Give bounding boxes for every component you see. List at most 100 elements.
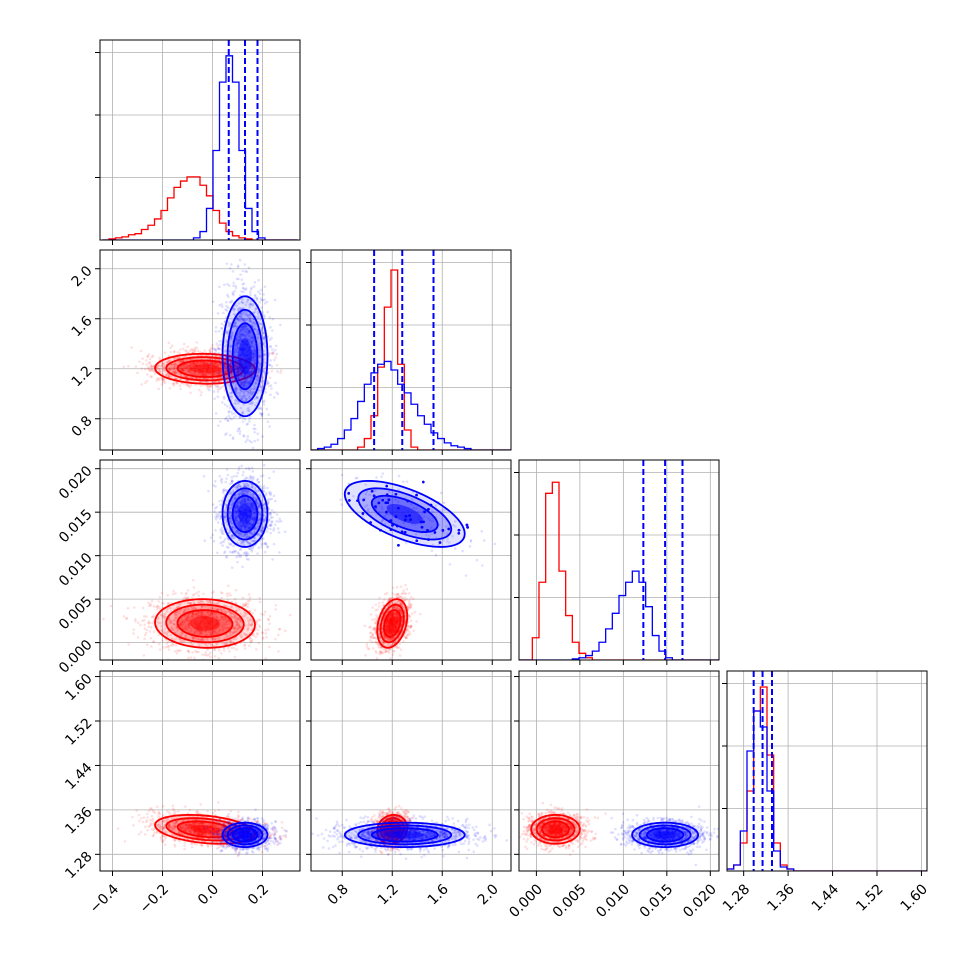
scatter-point	[136, 372, 139, 375]
scatter-point	[262, 293, 265, 296]
scatter-point	[140, 350, 143, 353]
scatter-point	[252, 447, 255, 450]
scatter-point	[191, 663, 194, 666]
scatter-point	[197, 349, 200, 352]
scatter-point	[262, 401, 265, 404]
scatter-point	[138, 360, 141, 363]
scatter-point	[187, 657, 190, 660]
scatter-point	[171, 344, 174, 347]
scatter-point	[211, 344, 214, 347]
scatter-point	[267, 382, 270, 385]
scatter-point	[151, 622, 154, 625]
scatter-point	[258, 301, 261, 304]
scatter-point	[142, 607, 145, 610]
scatter-point	[211, 347, 214, 350]
scatter-point	[200, 391, 203, 394]
scatter-point	[244, 647, 247, 650]
scatter-point	[191, 651, 194, 654]
scatter-point	[253, 427, 256, 430]
scatter-point	[232, 284, 235, 287]
scatter-point	[245, 287, 248, 290]
scatter-point	[260, 613, 263, 616]
scatter-point	[172, 593, 175, 596]
scatter-point	[144, 368, 147, 371]
scatter-point	[157, 600, 160, 603]
scatter-point	[258, 624, 261, 627]
scatter-point	[251, 466, 254, 469]
scatter-point	[220, 652, 223, 655]
scatter-point	[195, 341, 198, 344]
scatter-point	[174, 650, 177, 653]
scatter-point	[205, 651, 208, 654]
scatter-point	[134, 620, 137, 623]
scatter-point	[267, 619, 270, 622]
scatter-point	[179, 348, 182, 351]
scatter-point	[269, 615, 272, 618]
scatter-point	[269, 345, 272, 348]
scatter-point	[270, 387, 273, 390]
scatter-point	[209, 349, 212, 352]
scatter-point	[154, 372, 157, 375]
scatter-point	[276, 520, 279, 523]
scatter-point	[233, 412, 236, 415]
scatter-point	[218, 340, 221, 343]
scatter-point	[187, 589, 190, 592]
scatter-point	[245, 465, 248, 468]
scatter-point	[212, 300, 215, 303]
scatter-point	[278, 517, 281, 520]
panel-content	[100, 449, 300, 678]
scatter-point	[227, 647, 230, 650]
scatter-point	[275, 353, 278, 356]
scatter-point	[209, 652, 212, 655]
scatter-point	[266, 301, 269, 304]
scatter-point	[278, 531, 281, 534]
scatter-point	[260, 475, 263, 478]
scatter-point	[212, 590, 215, 593]
scatter-point	[274, 638, 277, 641]
scatter-point	[223, 649, 226, 652]
scatter-point	[185, 593, 188, 596]
scatter-point	[219, 536, 222, 539]
scatter-point	[269, 376, 272, 379]
scatter-point	[151, 600, 154, 603]
scatter-point	[273, 396, 276, 399]
scatter-point	[217, 312, 220, 315]
scatter-point	[268, 477, 271, 480]
scatter-point	[145, 359, 148, 362]
scatter-point	[269, 393, 272, 396]
tick-label-y: 2.0	[69, 263, 96, 290]
scatter-point	[226, 283, 229, 286]
scatter-point	[227, 420, 230, 423]
scatter-point	[268, 491, 271, 494]
scatter-point	[242, 597, 245, 600]
scatter-point	[147, 368, 150, 371]
scatter-point	[156, 608, 159, 611]
scatter-point	[254, 294, 257, 297]
scatter-point	[144, 634, 147, 637]
scatter-point	[159, 648, 162, 651]
scatter-point	[193, 593, 196, 596]
scatter-point	[267, 420, 270, 423]
scatter-point	[214, 480, 217, 483]
scatter-point	[274, 382, 277, 385]
scatter-point	[189, 350, 192, 353]
scatter-point	[248, 266, 251, 269]
scatter-point	[212, 381, 215, 384]
scatter-point	[161, 602, 164, 605]
histogram-series-0	[311, 270, 511, 450]
scatter-point	[215, 350, 218, 353]
scatter-point	[272, 351, 275, 354]
scatter-point	[245, 440, 248, 443]
scatter-point	[191, 350, 194, 353]
scatter-point	[179, 385, 182, 388]
scatter-point	[206, 380, 209, 383]
scatter-point	[229, 452, 232, 455]
scatter-point	[263, 403, 266, 406]
scatter-point	[200, 385, 203, 388]
scatter-point	[170, 644, 173, 647]
scatter-point	[146, 355, 149, 358]
scatter-point	[213, 540, 216, 543]
scatter-point	[289, 614, 292, 617]
scatter-point	[169, 387, 172, 390]
